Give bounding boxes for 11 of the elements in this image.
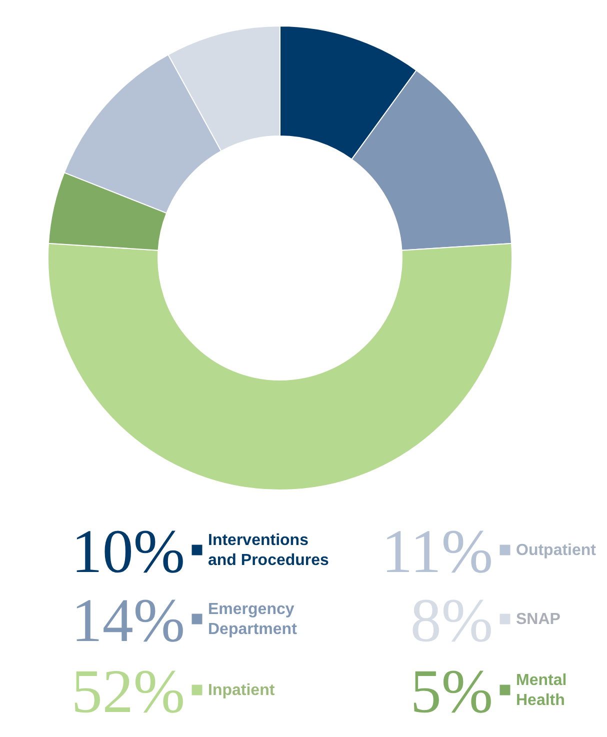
legend-label: Outpatient — [516, 542, 597, 559]
legend-label: Interventions and Procedures — [208, 532, 330, 569]
data-label: 5% — [410, 658, 493, 726]
data-label: 14% — [71, 587, 185, 655]
data-label: 11% — [382, 518, 493, 586]
legend-label: Inpatient — [208, 682, 276, 699]
data-label: 10% — [71, 518, 185, 586]
data-label: 52% — [71, 658, 185, 726]
legend-label: SNAP — [516, 611, 561, 628]
legend-label: Emergency Department — [208, 601, 298, 638]
legend-label: Mental Health — [516, 672, 567, 709]
